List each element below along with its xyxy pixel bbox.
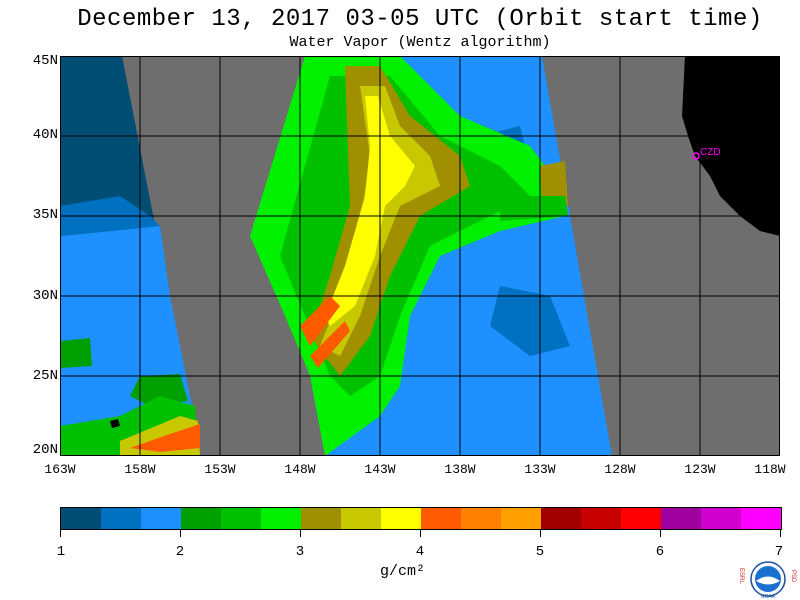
lon-label: 123W	[684, 462, 716, 477]
colorbar-units: g/cm²	[380, 563, 426, 580]
colorbar-tick-label: 4	[415, 544, 425, 560]
colorbar-segment	[181, 508, 221, 529]
colorbar-segment	[261, 508, 301, 529]
west-swath-green-s	[130, 374, 188, 406]
colorbar-segment	[661, 508, 701, 529]
lat-label: 40N	[32, 127, 58, 143]
colorbar-segment	[341, 508, 381, 529]
map-canvas: CZD	[60, 56, 780, 456]
central-swath-green-e	[500, 196, 568, 221]
map-grid	[60, 56, 780, 456]
lat-label: 45N	[32, 53, 58, 69]
colorbar-tick	[420, 529, 421, 537]
land-mass	[682, 56, 780, 236]
map-title: December 13, 2017 03-05 UTC (Orbit start…	[77, 6, 763, 33]
colorbar-segment	[461, 508, 501, 529]
lon-label: 128W	[604, 462, 636, 477]
colorbar-segment	[621, 508, 661, 529]
lon-label: 138W	[444, 462, 476, 477]
lon-label: 163W	[44, 462, 76, 477]
central-swath-brightyellow	[325, 96, 415, 326]
colorbar-tick-label: 2	[175, 544, 185, 560]
central-swath-darkblue	[490, 286, 570, 356]
noaa-logo-text: NOAA	[761, 594, 776, 600]
colorbar-tick	[180, 529, 181, 537]
noaa-logo-bird	[756, 576, 780, 585]
colorbar-tick-label: 6	[655, 544, 665, 560]
colorbar-tick-label: 3	[295, 544, 305, 560]
map-subtitle: Water Vapor (Wentz algorithm)	[289, 34, 551, 51]
colorbar-segment	[421, 508, 461, 529]
colorbar-segment	[701, 508, 741, 529]
colorbar-segment	[381, 508, 421, 529]
central-swath-olive-e	[540, 161, 568, 206]
west-swath-black	[110, 419, 120, 428]
colorbar-tick-label: 1	[56, 544, 66, 560]
colorbar-tick-label: 5	[535, 544, 545, 560]
colorbar-tick	[660, 529, 661, 537]
colorbar-segment	[101, 508, 141, 529]
colorbar-segment	[541, 508, 581, 529]
colorbar-segment	[61, 508, 101, 529]
lon-label: 148W	[284, 462, 316, 477]
lat-label: 25N	[32, 368, 58, 384]
colorbar-segment	[501, 508, 541, 529]
lon-label: 153W	[204, 462, 236, 477]
lon-label: 118W	[754, 462, 786, 477]
map-frame	[60, 56, 780, 456]
lon-label: 143W	[364, 462, 396, 477]
west-swath-green	[60, 338, 92, 368]
lat-label: 20N	[32, 442, 58, 458]
station-label: CZD	[700, 147, 721, 158]
psd-text: PSD	[790, 570, 796, 583]
station-marker	[692, 152, 700, 160]
colorbar-tick	[60, 529, 61, 537]
colorbar-segment	[301, 508, 341, 529]
lat-label: 30N	[32, 288, 58, 304]
lon-label: 133W	[524, 462, 556, 477]
colorbar-tick-label: 7	[774, 544, 784, 560]
colorbar-segment	[141, 508, 181, 529]
colorbar-segment	[741, 508, 781, 529]
lat-label: 35N	[32, 207, 58, 223]
lon-label: 158W	[124, 462, 156, 477]
west-swath-red	[130, 424, 200, 452]
colorbar-tick	[300, 529, 301, 537]
colorbar-tick	[540, 529, 541, 537]
colorbar-segment	[581, 508, 621, 529]
colorbar-tick	[780, 529, 781, 537]
colorbar-segment	[221, 508, 261, 529]
central-swath-red-2	[310, 321, 350, 368]
noaa-logo: NOAA ESRL PSD	[738, 561, 796, 600]
esrl-text: ESRL	[738, 568, 744, 584]
water-vapor-map: CZD	[60, 56, 780, 456]
colorbar	[60, 507, 782, 530]
central-swath-red	[300, 296, 340, 346]
